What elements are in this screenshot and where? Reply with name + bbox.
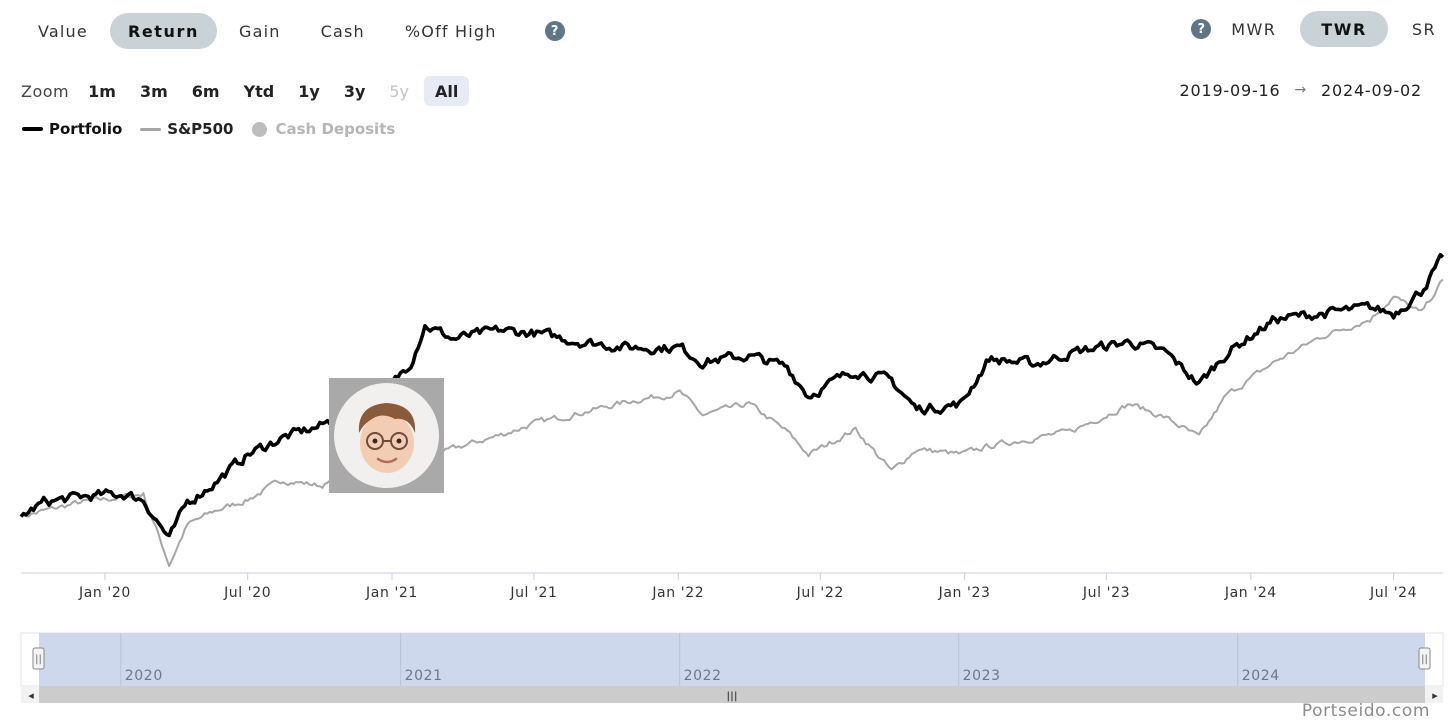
x-tick-label: Jul '21 [509,585,557,601]
x-tick-label: Jul '22 [796,585,844,601]
date-to[interactable]: 2024-09-02 [1321,80,1422,100]
scroll-right-icon[interactable]: ▸ [1432,689,1438,702]
legend-item-sp500[interactable]: S&P500 [140,120,234,138]
zoom-all-button[interactable]: All [424,76,470,106]
tab-off-high[interactable]: %Off High [404,21,497,41]
navigator-year-label: 2024 [1242,668,1280,684]
x-tick-label: Jan '23 [938,585,991,601]
navigator-range-selection[interactable] [39,633,1425,686]
navigator-year-label: 2020 [125,668,163,684]
x-tick-label: Jan '24 [1224,585,1277,601]
x-axis: Jan '20 Jul '20 Jan '21 Jul '21 Jan '22 Jul '… [78,573,1417,601]
tab-sr[interactable]: SR [1411,19,1436,39]
tab-cash[interactable]: Cash [320,21,365,41]
date-range: 2019-09-16 → 2024-09-02 [1180,78,1423,102]
grip-icon: || [35,654,42,665]
series-line-portfolio [19,252,1445,538]
series-line-sp500 [20,278,1444,568]
metric-tab-bar: Value Return Gain Cash %Off High ? [20,12,565,50]
handle-right[interactable] [1418,647,1431,670]
navigator-year-label: 2021 [405,668,443,684]
navigator-year-label: 2023 [963,668,1001,684]
memoji-avatar-icon [358,402,415,473]
x-tick-label: Jan '22 [651,585,704,601]
zoom-selector: Zoom 1m 3m 6m Ytd 1y 3y 5y All [21,76,475,106]
navigator-year-label: 2022 [684,668,722,684]
x-tick-label: Jul '24 [1369,585,1417,601]
x-tick-label: Jul '23 [1082,585,1130,601]
avatar-overlay [329,378,444,493]
zoom-label: Zoom [21,81,70,101]
x-tick-label: Jan '20 [78,585,131,601]
zoom-5y-button: 5y [389,81,410,101]
x-tick-label: Jul '20 [223,585,271,601]
tab-twr[interactable]: TWR [1300,11,1388,47]
question-icon[interactable]: ? [544,21,565,41]
zoom-6m-button[interactable]: 6m [191,81,220,101]
chart-legend: Portfolio S&P500 Cash Deposits [22,118,413,140]
navigator-right-handle[interactable]: || [1418,647,1431,670]
legend-line-icon [140,127,162,131]
legend-line-icon [22,127,43,131]
tab-return[interactable]: Return [109,13,218,49]
x-tick-label: Jan '21 [365,585,418,601]
zoom-ytd-button[interactable]: Ytd [243,81,275,101]
navigator-left-handle[interactable]: || [32,647,45,670]
zoom-1m-button[interactable]: 1m [88,81,116,101]
tab-gain[interactable]: Gain [239,21,281,41]
navigator[interactable]: 2020 2021 2022 2023 2024 || || ◂ ▸ ||| [20,632,1444,703]
zoom-3m-button[interactable]: 3m [139,81,168,101]
rate-tab-bar: ? MWR TWR SR [1191,10,1436,48]
grip-icon: || [1421,654,1428,665]
arrow-right-icon: → [1294,82,1308,98]
zoom-3y-button[interactable]: 3y [343,81,366,101]
scroll-left-icon[interactable]: ◂ [28,689,34,702]
legend-dot-icon [251,121,267,137]
scroll-grip-icon: ||| [727,691,738,702]
tab-mwr[interactable]: MWR [1231,19,1277,39]
legend-label: Cash Deposits [275,120,396,138]
legend-item-cash-deposits[interactable]: Cash Deposits [251,120,396,138]
question-icon[interactable]: ? [1191,19,1212,39]
legend-item-portfolio[interactable]: Portfolio [22,120,122,138]
watermark: Portseido.com [1301,701,1430,721]
tab-value[interactable]: Value [38,21,88,41]
zoom-1y-button[interactable]: 1y [298,81,320,101]
avatar [334,383,439,488]
handle-left[interactable] [32,647,45,670]
legend-label: S&P500 [167,120,234,138]
navigator-years: 2020 2021 2022 2023 2024 [120,633,1280,686]
date-from[interactable]: 2019-09-16 [1179,80,1281,100]
plot-area [19,252,1445,568]
scrollbar-thumb[interactable] [39,686,1425,703]
legend-label: Portfolio [49,120,123,138]
